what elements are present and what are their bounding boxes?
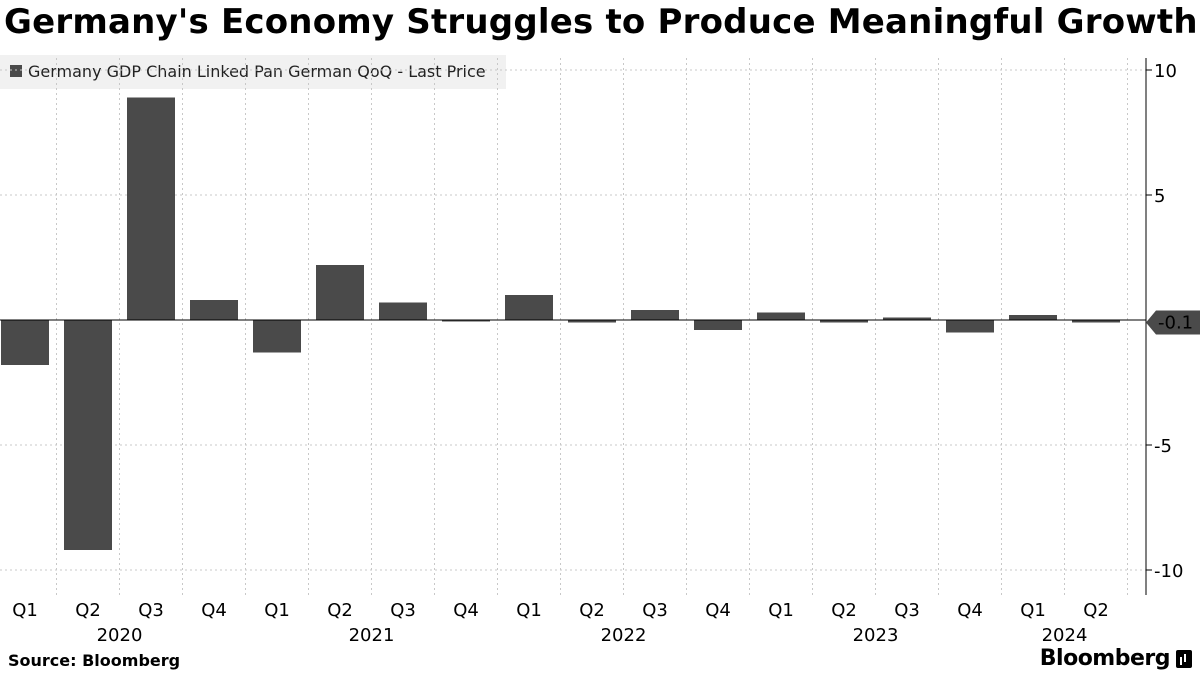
y-tick-label: -5 <box>1154 436 1172 457</box>
year-label: 2024 <box>1042 625 1088 646</box>
year-label: 2022 <box>601 625 647 646</box>
y-tick-label: 5 <box>1154 186 1165 207</box>
year-label: 2021 <box>349 625 395 646</box>
brand-chart-icon <box>1176 649 1192 668</box>
bar <box>883 317 931 320</box>
x-tick-label: Q3 <box>642 600 668 621</box>
x-tick-label: Q3 <box>138 600 164 621</box>
bar <box>316 265 364 320</box>
bar <box>190 300 238 320</box>
x-tick-label: Q4 <box>705 600 731 621</box>
x-tick-label: Q2 <box>327 600 353 621</box>
bar <box>1072 320 1120 323</box>
bar <box>694 320 742 330</box>
y-tick-label: -10 <box>1154 561 1183 582</box>
bar <box>568 320 616 323</box>
legend: Germany GDP Chain Linked Pan German QoQ … <box>0 55 506 89</box>
bar <box>1009 315 1057 320</box>
x-tick-label: Q3 <box>390 600 416 621</box>
y-tick-label: 10 <box>1154 61 1177 82</box>
x-tick-label: Q1 <box>264 600 290 621</box>
x-tick-label: Q1 <box>768 600 794 621</box>
x-tick-label: Q3 <box>894 600 920 621</box>
year-label: 2020 <box>97 625 143 646</box>
x-tick-label: Q4 <box>453 600 479 621</box>
last-value-marker <box>1146 310 1200 335</box>
x-tick-label: Q2 <box>579 600 605 621</box>
bar <box>820 320 868 323</box>
brand-logo: Bloomberg <box>1040 646 1192 671</box>
source-note: Source: Bloomberg <box>8 651 181 670</box>
bar <box>127 97 175 320</box>
bar <box>1 320 49 365</box>
x-tick-label: Q2 <box>1083 600 1109 621</box>
x-tick-label: Q1 <box>516 600 542 621</box>
grid-layer <box>0 58 1146 595</box>
bar <box>757 312 805 320</box>
x-tick-label: Q2 <box>831 600 857 621</box>
bar <box>946 320 994 333</box>
bar <box>379 302 427 320</box>
legend-swatch <box>10 65 22 77</box>
bar <box>253 320 301 353</box>
x-tick-label: Q1 <box>1020 600 1046 621</box>
bar <box>505 295 553 320</box>
chart-title: Germany's Economy Struggles to Produce M… <box>4 2 1198 42</box>
bar <box>442 320 490 322</box>
bar <box>631 310 679 320</box>
x-tick-label: Q4 <box>957 600 983 621</box>
legend-background <box>0 55 506 89</box>
bar <box>64 320 112 550</box>
last-value-label: -0.1 <box>1158 313 1193 334</box>
axis-layer: 10 5 -5 -10 -0.1 Q1 Q2 Q3 Q4 Q1 Q2 Q3 Q4 Q1 Q2 Q3 Q4 Q1 Q2… <box>0 58 1200 646</box>
x-tick-label: Q2 <box>75 600 101 621</box>
x-tick-label: Q4 <box>201 600 227 621</box>
brand-name: Bloomberg <box>1039 646 1171 671</box>
legend-label: Germany GDP Chain Linked Pan German QoQ … <box>28 62 486 81</box>
year-label: 2023 <box>853 625 899 646</box>
bars-layer <box>1 97 1120 550</box>
x-tick-label: Q1 <box>12 600 38 621</box>
